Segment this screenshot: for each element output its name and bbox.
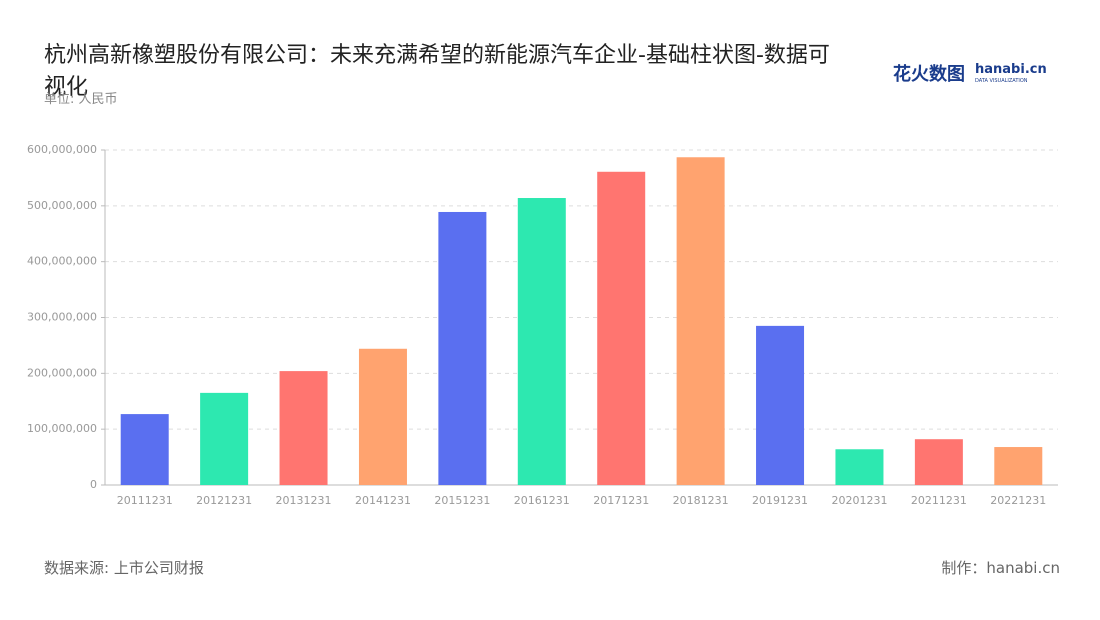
x-tick-label: 20131231: [276, 494, 332, 507]
bar: [438, 211, 487, 485]
bar: [279, 371, 328, 485]
bar: [835, 449, 884, 485]
x-tick-label: 20221231: [990, 494, 1046, 507]
bar: [120, 414, 169, 485]
bar: [597, 171, 646, 485]
credit: 制作：hanabi.cn: [941, 559, 1060, 577]
y-tick-label: 200,000,000: [27, 366, 97, 379]
x-tick-label: 20211231: [911, 494, 967, 507]
x-tick-label: 20181231: [673, 494, 729, 507]
bar: [676, 157, 725, 485]
subtitle: 单位: 人民币: [44, 92, 118, 107]
y-tick-label: 600,000,000: [27, 143, 97, 156]
y-tick-label: 0: [90, 478, 97, 491]
logo-tagline: DATA VISUALIZATION: [975, 78, 1028, 84]
x-tick-label: 20121231: [196, 494, 252, 507]
x-tick-label: 20141231: [355, 494, 411, 507]
bar: [914, 439, 963, 485]
y-tick-label: 400,000,000: [27, 255, 97, 268]
logo-brand: hanabi.cn: [975, 62, 1047, 77]
x-tick-label: 20151231: [434, 494, 490, 507]
logo: 花火数图: [893, 64, 965, 85]
y-tick-label: 100,000,000: [27, 422, 97, 435]
bar: [200, 392, 249, 485]
bar: [517, 198, 566, 485]
x-tick-label: 20191231: [752, 494, 808, 507]
bar: [756, 325, 805, 485]
x-tick-label: 20201231: [831, 494, 887, 507]
x-tick-label: 20161231: [514, 494, 570, 507]
chart-title: 杭州高新橡塑股份有限公司：未来充满希望的新能源汽车企业-基础柱状图-数据可视化: [44, 43, 830, 100]
bar: [994, 447, 1043, 485]
source: 数据来源: 上市公司财报: [44, 559, 204, 577]
x-tick-label: 20171231: [593, 494, 649, 507]
x-tick-label: 20111231: [117, 494, 173, 507]
y-tick-label: 300,000,000: [27, 311, 97, 324]
bar: [358, 348, 407, 485]
y-tick-label: 500,000,000: [27, 199, 97, 212]
